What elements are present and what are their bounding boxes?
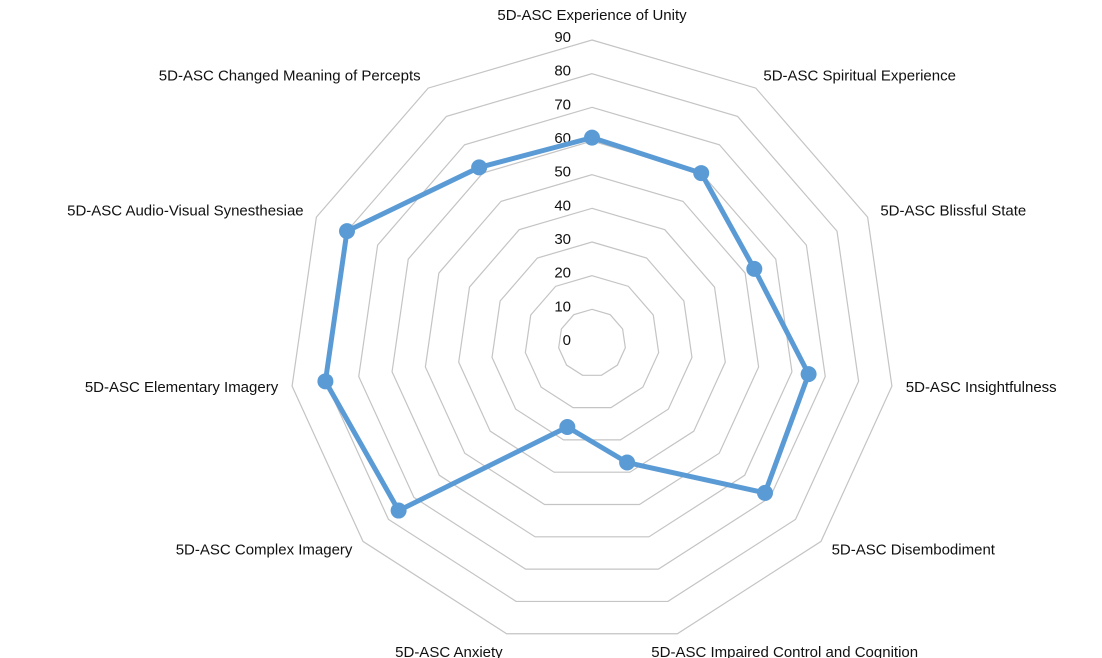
r-tick-label: 80 <box>554 63 571 80</box>
r-tick-label: 10 <box>554 298 571 315</box>
data-point <box>317 373 334 390</box>
category-label: 5D-ASC Blissful State <box>880 202 1026 219</box>
grid-ring <box>524 275 660 409</box>
r-tick-label: 90 <box>554 29 571 46</box>
grid-ring <box>291 39 893 635</box>
grid-ring <box>358 106 826 570</box>
grid-ring <box>458 207 726 473</box>
category-label: 5D-ASC Complex Imagery <box>176 542 353 559</box>
grid-ring <box>391 140 793 538</box>
grid-ring <box>491 241 693 441</box>
grid-ring <box>558 308 626 376</box>
data-point <box>746 260 763 277</box>
data-point <box>390 502 407 519</box>
category-label: 5D-ASC Audio-Visual Synesthesiae <box>67 202 304 219</box>
category-label: 5D-ASC Disembodiment <box>832 542 996 559</box>
r-tick-label: 30 <box>554 231 571 248</box>
r-tick-label: 50 <box>554 164 571 181</box>
category-label: 5D-ASC Elementary Imagery <box>85 379 279 396</box>
r-tick-label: 40 <box>554 197 571 214</box>
data-point <box>757 484 774 501</box>
r-tick-label: 0 <box>563 332 571 349</box>
series-line <box>322 135 812 514</box>
data-point <box>800 366 817 383</box>
category-label: 5D-ASC Spiritual Experience <box>763 67 956 84</box>
grid-ring <box>424 174 760 506</box>
r-tick-label: 70 <box>554 96 571 113</box>
category-label: 5D-ASC Experience of Unity <box>497 7 687 24</box>
data-point <box>693 165 710 182</box>
data-point <box>559 418 576 435</box>
category-label: 5D-ASC Changed Meaning of Percepts <box>159 67 421 84</box>
grid-ring <box>324 73 860 603</box>
category-label: 5D-ASC Impaired Control and Cognition <box>651 644 918 658</box>
category-label: 5D-ASC Anxiety <box>395 644 503 658</box>
category-label: 5D-ASC Insightfulness <box>906 379 1057 396</box>
data-point <box>584 129 600 146</box>
r-tick-label: 20 <box>554 265 571 282</box>
data-point <box>339 223 356 240</box>
data-point <box>471 159 488 176</box>
data-point <box>619 454 636 471</box>
